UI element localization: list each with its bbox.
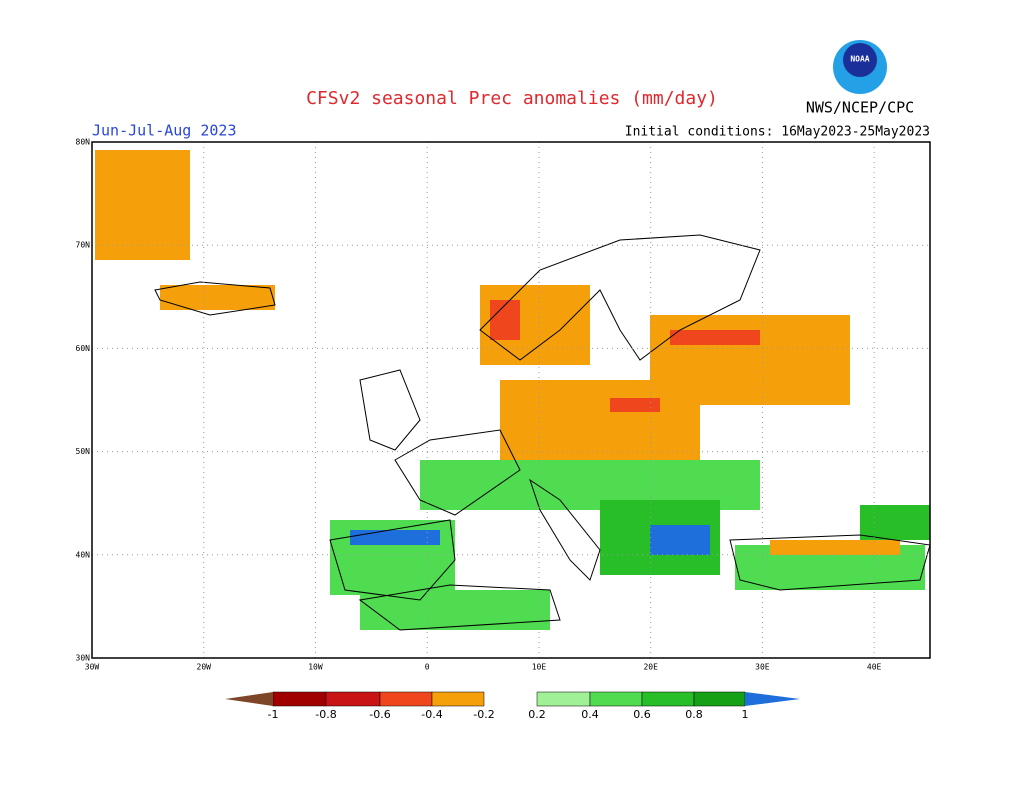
colorbar-label: 0.2 — [528, 708, 546, 721]
colorbar-segment — [641, 691, 695, 707]
lat-tick-label: 50N — [76, 447, 91, 456]
coastline — [358, 584, 561, 631]
anomaly-patch — [610, 398, 660, 412]
lon-tick-label: 40E — [867, 663, 882, 672]
agency: NWS/NCEP/CPC — [806, 99, 914, 117]
lon-tick-label: 20E — [643, 663, 658, 672]
coastline — [479, 234, 761, 361]
colorbar-segment — [693, 691, 746, 707]
lat-tick-label: 40N — [76, 550, 91, 559]
colorbar-segment — [431, 691, 485, 707]
coastlines — [154, 234, 931, 631]
colorbar-label: -1 — [268, 708, 279, 721]
coastline — [729, 534, 931, 591]
lon-tick-label: 20W — [197, 663, 212, 672]
colorbar-label: 1 — [742, 708, 749, 721]
logo-text: NOAA — [850, 55, 869, 64]
lat-tick-label: 80N — [76, 138, 91, 147]
coastline — [329, 519, 456, 601]
colorbar-under-arrow — [225, 692, 273, 706]
anomaly-patch — [650, 525, 710, 555]
colorbar-label: -0.4 — [421, 708, 442, 721]
lon-tick-label: 10E — [532, 663, 547, 672]
anomaly-patch — [500, 380, 700, 460]
period: Jun-Jul-Aug 2023 — [92, 122, 237, 140]
colorbar-label: 0.6 — [633, 708, 651, 721]
colorbar-segment — [379, 691, 433, 707]
coastline — [394, 429, 521, 516]
anomaly-patch — [860, 505, 930, 540]
anomaly-field — [95, 150, 930, 630]
colorbar-segment — [536, 691, 591, 707]
anomaly-patch — [670, 330, 760, 345]
lon-tick-label: 10W — [308, 663, 323, 672]
logo-inner — [843, 43, 877, 77]
lat-tick-label: 60N — [76, 344, 91, 353]
graticule: 30W 20W 10W 0 10E 20E 30E 40E 30N 40N 50N 60N 70N 80N — [76, 138, 930, 672]
coastline — [359, 369, 421, 451]
colorbar-segment — [325, 691, 381, 707]
colorbar: -1 -0.8 -0.6 -0.4 -0.2 0.2 0.4 0.6 0.8 1 — [225, 691, 800, 721]
lat-tick-label: 70N — [76, 241, 91, 250]
anomaly-patch — [160, 285, 275, 310]
lon-tick-label: 30E — [755, 663, 770, 672]
anomaly-patch — [95, 150, 190, 260]
colorbar-segment — [272, 691, 327, 707]
map-frame — [91, 141, 931, 659]
colorbar-label: -0.2 — [473, 708, 494, 721]
coastline — [529, 478, 601, 581]
colorbar-label: -0.8 — [315, 708, 336, 721]
colorbar-label: -0.6 — [369, 708, 390, 721]
colorbar-segment — [589, 691, 643, 707]
colorbar-label: 0.8 — [685, 708, 703, 721]
initial-conditions: Initial conditions: 16May2023-25May2023 — [625, 125, 930, 140]
anomaly-patch — [490, 300, 520, 340]
anomaly-patch — [770, 540, 900, 555]
colorbar-over-arrow — [745, 692, 800, 706]
lat-tick-label: 30N — [76, 654, 91, 663]
anomaly-patch — [350, 530, 440, 545]
title: CFSv2 seasonal Prec anomalies (mm/day) — [306, 88, 718, 109]
lon-tick-label: 0 — [425, 663, 430, 672]
colorbar-label: 0.4 — [581, 708, 599, 721]
logo: NOAA — [833, 40, 887, 94]
coastline — [154, 281, 276, 316]
lon-tick-label: 30W — [85, 663, 100, 672]
